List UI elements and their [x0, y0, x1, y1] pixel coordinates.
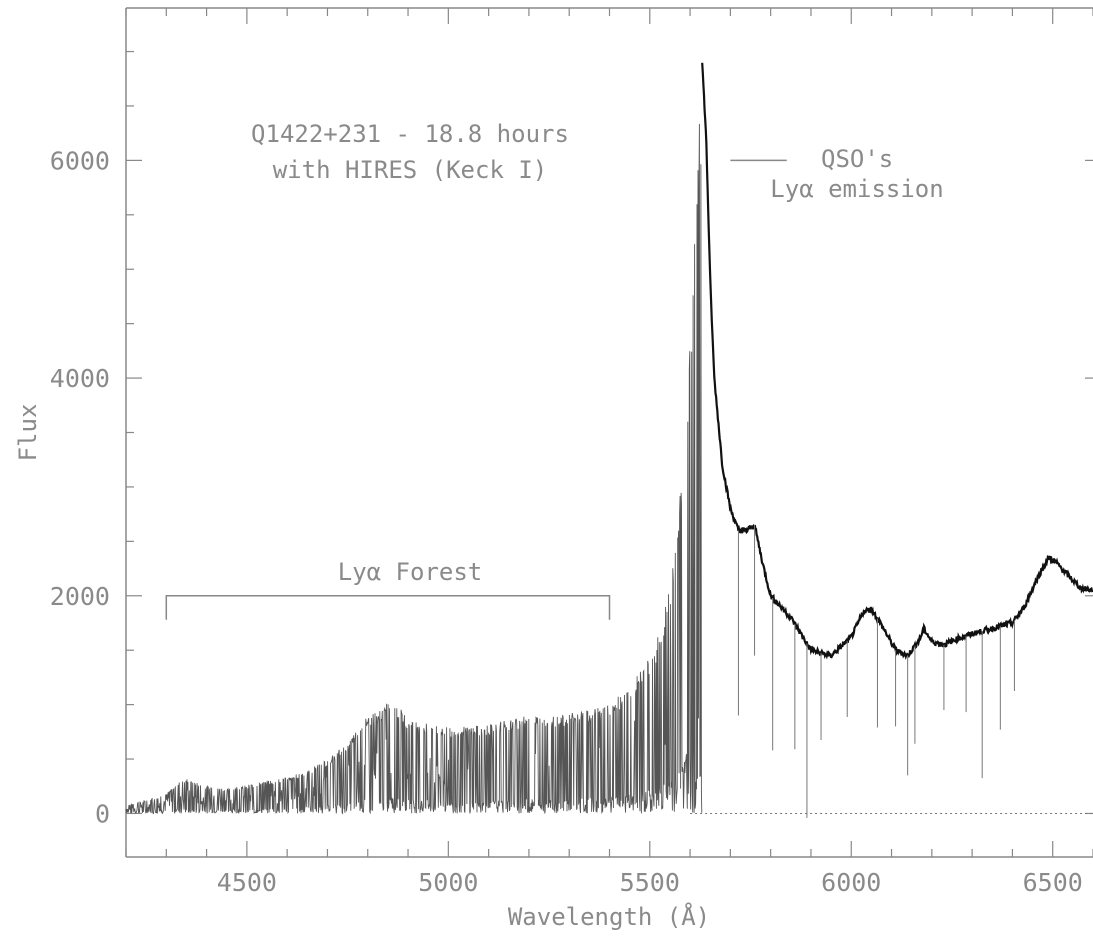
x-tick-label: 6000 — [821, 868, 881, 897]
lya-forest-trace — [125, 123, 703, 815]
annotation-forest-label: Lyα Forest — [338, 558, 483, 586]
x-tick-label: 4500 — [217, 868, 277, 897]
x-tick-label: 5500 — [620, 868, 680, 897]
y-tick-labels: 0 2000 4000 6000 — [50, 146, 110, 828]
y-tick-label: 2000 — [50, 582, 110, 611]
annotation-title-line2: with HIRES (Keck I) — [273, 156, 548, 184]
y-tick-label: 4000 — [50, 364, 110, 393]
forest-bracket — [165, 595, 611, 620]
continuum-trace — [701, 62, 1093, 660]
x-tick-label: 5000 — [418, 868, 478, 897]
y-tick-label: 6000 — [50, 146, 110, 175]
annotation-qso-line2: Lyα emission — [770, 175, 943, 203]
annotation-qso-line1: QSO's — [821, 145, 893, 173]
x-tick-labels: 4500 5000 5500 6000 6500 — [217, 868, 1083, 897]
x-axis-title: Wavelength (Å) — [508, 902, 710, 931]
x-tick-label: 6500 — [1023, 868, 1083, 897]
y-axis-title: Flux — [14, 404, 42, 462]
y-tick-label: 0 — [95, 799, 110, 828]
axis-ticks — [125, 8, 1093, 857]
annotation-title-line1: Q1422+231 - 18.8 hours — [251, 120, 569, 148]
spectrum-series — [125, 62, 1093, 818]
